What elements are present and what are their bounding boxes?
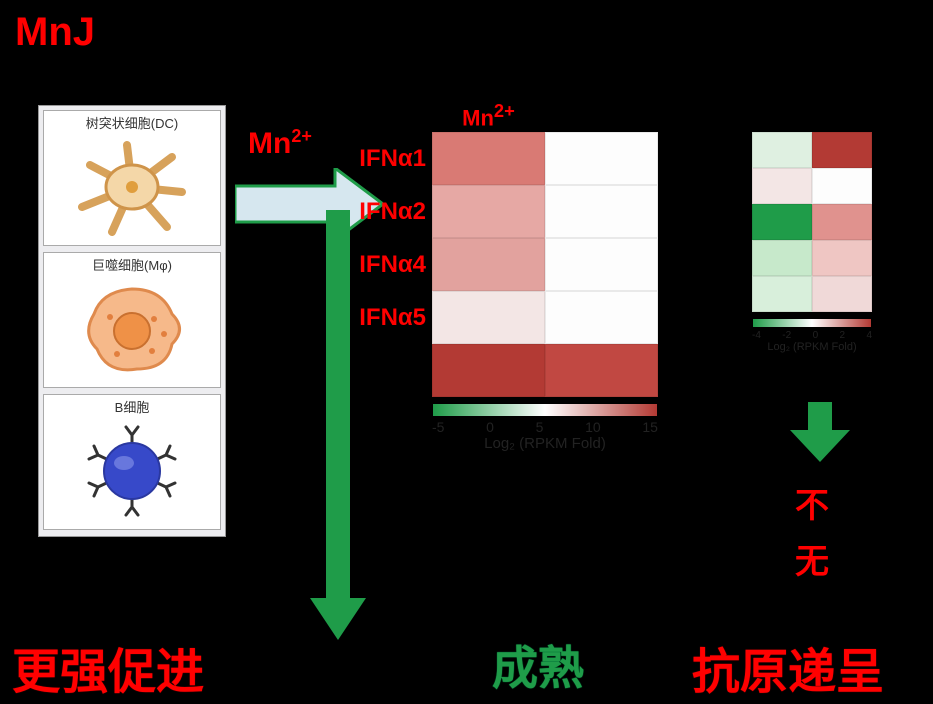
cell-dc: 树突状细胞(DC) xyxy=(43,110,221,246)
bottom-text-2-span: 抗原递呈 xyxy=(692,646,884,699)
heatmap-cell xyxy=(432,132,545,185)
heatmap-col-header: Mn2+ xyxy=(432,100,545,131)
bottom-text-1: 成熟 xyxy=(492,632,584,698)
heatmap-scale-bar xyxy=(752,318,872,328)
heatmap-row-label: IL-12β xyxy=(636,248,746,266)
cell-bcell-caption: B细胞 xyxy=(44,397,220,416)
title-text: MnJ xyxy=(15,10,95,54)
bottom-text-2: 抗原递呈 xyxy=(692,632,884,702)
heatmap-cell xyxy=(432,344,545,397)
char-bottom-text: 无 xyxy=(795,543,829,581)
heatmap-cell xyxy=(432,185,545,238)
heatmap-scale-ticks: -4-2024 xyxy=(752,330,872,341)
heatmap-cell xyxy=(432,291,545,344)
heatmap-col-header: Mn2+ xyxy=(752,106,812,129)
heatmap-cell xyxy=(752,168,812,204)
heatmap-cell xyxy=(752,132,812,168)
heatmap-cell xyxy=(812,204,872,240)
heatmap-scale-bar xyxy=(432,403,658,417)
heatmap-cell xyxy=(545,344,658,397)
cell-bcell-illus xyxy=(44,415,220,527)
char-bottom: 无 xyxy=(795,534,829,583)
cell-panel: 树突状细胞(DC) 巨噬细胞(Mφ) B细胞 xyxy=(38,105,226,537)
cell-dc-illus xyxy=(44,131,220,243)
heatmap-row-label: IL-1β xyxy=(636,140,746,158)
heatmap-row-label: IFNα1 xyxy=(316,145,426,173)
heatmap-row-label: IL-18 xyxy=(636,284,746,302)
heatmap-cell xyxy=(812,240,872,276)
heatmap-cell xyxy=(812,168,872,204)
char-top: 不 xyxy=(795,478,829,527)
heatmap-ifn: Mn2+LPSIFNα1IFNα2IFNα4IFNα5IFNβ-5051015L… xyxy=(432,132,658,397)
title: MnJ xyxy=(15,10,95,55)
heatmap-il: Mn2+LPSIL-1βIL-10IL-12αIL-12βIL-18-4-202… xyxy=(752,132,872,312)
mn-label: Mn2+ xyxy=(248,126,312,161)
cell-dc-caption: 树突状细胞(DC) xyxy=(44,113,220,132)
bottom-text-0-span: 更强促进 xyxy=(12,646,204,699)
heatmap-col-header: LPS xyxy=(545,100,658,126)
heatmap-scale-ticks: -5051015 xyxy=(432,419,658,435)
heatmap-scale: -5051015Log₂ (RPKM Fold) xyxy=(432,403,658,452)
heatmap-cell xyxy=(752,276,812,312)
heatmap-scale: -4-2024Log₂ (RPKM Fold) xyxy=(752,318,872,353)
heatmap-row-label: IL-12α xyxy=(636,212,746,230)
cell-bcell: B细胞 xyxy=(43,394,221,530)
heatmap-scale-caption: Log₂ (RPKM Fold) xyxy=(432,435,658,452)
heatmap-cell xyxy=(812,276,872,312)
heatmap-cell xyxy=(432,238,545,291)
heatmap-cell xyxy=(752,240,812,276)
arrow-down-small-icon xyxy=(790,402,850,462)
char-top-text: 不 xyxy=(795,487,829,525)
heatmap-cell xyxy=(812,132,872,168)
bottom-text-1-span: 成熟 xyxy=(492,642,584,694)
arrow-down-large-icon xyxy=(310,210,366,640)
heatmap-cell xyxy=(752,204,812,240)
bottom-text-0: 更强促进 xyxy=(12,632,204,702)
cell-macrophage: 巨噬细胞(Mφ) xyxy=(43,252,221,388)
heatmap-scale-caption: Log₂ (RPKM Fold) xyxy=(752,341,872,353)
cell-macrophage-caption: 巨噬细胞(Mφ) xyxy=(44,255,220,274)
heatmap-col-header: LPS xyxy=(812,106,872,124)
cell-macrophage-illus xyxy=(44,273,220,385)
heatmap-row-label: IL-10 xyxy=(636,176,746,194)
